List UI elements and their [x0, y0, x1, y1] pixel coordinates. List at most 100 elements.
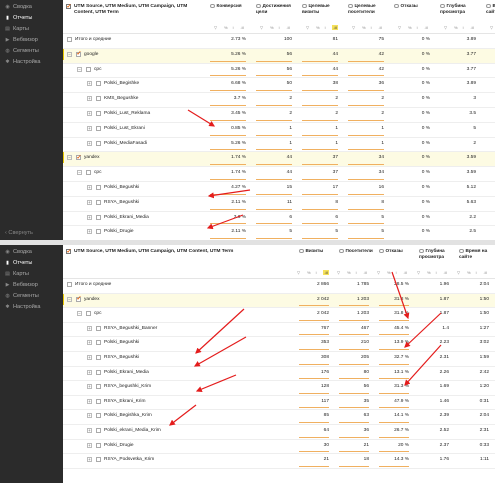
- relative-toggle[interactable]: ↕: [370, 25, 372, 30]
- sidebar-item-0[interactable]: ◉ Сводка: [0, 247, 63, 258]
- sort-icon[interactable]: ↓il: [240, 25, 244, 30]
- row-name[interactable]: KMS_Begushke: [104, 96, 139, 102]
- row-name[interactable]: Polski_Begishke: [104, 81, 140, 87]
- column-radio[interactable]: [302, 3, 307, 9]
- dimension-title[interactable]: UTM Source, UTM Medium, UTM Campaign, UT…: [74, 4, 188, 15]
- expand-toggle[interactable]: +: [87, 384, 92, 390]
- row-name[interactable]: RSYA_begushki_Krim: [104, 384, 152, 390]
- sort-icon[interactable]: ↓il: [403, 270, 407, 275]
- expand-toggle[interactable]: −: [67, 296, 72, 302]
- filter-icon[interactable]: ▽: [444, 25, 448, 30]
- expand-toggle[interactable]: +: [87, 355, 92, 360]
- filter-icon[interactable]: ▽: [337, 270, 341, 275]
- relative-toggle[interactable]: ↕: [315, 270, 317, 275]
- column-radio[interactable]: [419, 248, 424, 254]
- table-row[interactable]: − google 5.26 % 56 44 42 0 % 3.77 8:44: [63, 48, 495, 64]
- table-row[interactable]: + Polski_Lust_Ekrani 0.85 % 1 1 1 0 % 5 3:57: [63, 123, 495, 138]
- column-radio[interactable]: [299, 248, 304, 254]
- expand-toggle[interactable]: +: [87, 199, 92, 205]
- row-checkbox[interactable]: [86, 66, 91, 72]
- expand-toggle[interactable]: +: [87, 413, 92, 419]
- filter-icon[interactable]: ▽: [297, 270, 301, 275]
- sidebar-item-4[interactable]: ◍ Сегменты: [0, 46, 63, 57]
- column-header[interactable]: Посетители: [339, 248, 373, 254]
- relative-toggle[interactable]: ↕: [355, 270, 357, 275]
- row-name[interactable]: Polski_Begishka_Krim: [104, 413, 152, 419]
- filter-icon[interactable]: ▽: [490, 25, 494, 30]
- sidebar-item-3[interactable]: ▶ Вебвизор: [0, 35, 63, 46]
- column-header[interactable]: Глубина просмотра: [440, 3, 480, 14]
- table-row[interactable]: + Polski_Drugie 2.11 % 5 5 5 0 % 2.5 15:41: [63, 226, 495, 240]
- filter-icon[interactable]: ▽: [398, 25, 402, 30]
- expand-toggle[interactable]: +: [87, 457, 92, 463]
- table-row[interactable]: + Polski_Ekrani_Media 176 80 13.1 % 2.26 2:42: [63, 367, 495, 382]
- table-row[interactable]: + Polski_Ekrani_Media 3.6 % 6 6 5 0 % 2.2 7:39: [63, 212, 495, 227]
- filter-icon[interactable]: ▽: [457, 270, 461, 275]
- sort-icon[interactable]: ↓il: [286, 25, 290, 30]
- percent-toggle[interactable]: %: [427, 270, 431, 275]
- table-row[interactable]: − cpc 2 042 1 203 31.8 % 1.87 1:50: [63, 308, 495, 323]
- row-name[interactable]: cpc: [94, 170, 102, 176]
- sort-icon[interactable]: ↓il: [424, 25, 428, 30]
- sort-icon[interactable]: ↓il: [323, 270, 329, 275]
- expand-toggle[interactable]: −: [77, 66, 82, 72]
- collapse-sidebar-button[interactable]: ‹ Свернуть: [5, 230, 33, 236]
- expand-toggle[interactable]: +: [87, 369, 92, 375]
- table-row[interactable]: + Polski_ekrani_Media_Krim 64 36 26.7 % 2.52 2…: [63, 425, 495, 440]
- expand-toggle[interactable]: +: [87, 442, 92, 448]
- expand-toggle[interactable]: +: [87, 214, 92, 220]
- sort-icon[interactable]: ↓il: [443, 270, 447, 275]
- row-checkbox[interactable]: [96, 325, 101, 331]
- row-checkbox[interactable]: [96, 140, 101, 146]
- select-all-checkbox[interactable]: [66, 248, 72, 255]
- row-name[interactable]: Polski_Ekrani_Media: [104, 214, 149, 220]
- row-name[interactable]: google: [84, 51, 99, 57]
- column-header[interactable]: Отказы: [379, 248, 413, 254]
- row-checkbox[interactable]: [96, 369, 101, 375]
- percent-toggle[interactable]: %: [316, 25, 320, 30]
- table-row[interactable]: + RSYA_begushki_Krim 128 56 31.3 % 1.69 1:20: [63, 381, 495, 396]
- table-row[interactable]: + Polski_Lust_Reklama 3.45 % 2 2 2 0 % 3.5 3:35: [63, 108, 495, 123]
- column-radio[interactable]: [459, 248, 464, 254]
- row-checkbox[interactable]: [76, 154, 82, 161]
- row-checkbox[interactable]: [96, 96, 101, 102]
- expand-toggle[interactable]: +: [87, 185, 92, 190]
- expand-toggle[interactable]: +: [87, 96, 92, 102]
- filter-icon[interactable]: ▽: [352, 25, 356, 30]
- table-row[interactable]: − cpc 1.74 % 44 37 34 0 % 3.59 6:38: [63, 167, 495, 182]
- relative-toggle[interactable]: ↕: [395, 270, 397, 275]
- sidebar-item-2[interactable]: ▤ Карты: [0, 24, 63, 35]
- expand-toggle[interactable]: −: [67, 155, 72, 161]
- row-name[interactable]: Polski_Begushki: [104, 340, 140, 346]
- row-checkbox[interactable]: [96, 428, 101, 433]
- table-row[interactable]: + RSYA_Ekrani_Krim 117 35 47.9 % 1.46 0:31: [63, 396, 495, 411]
- sort-icon[interactable]: ↓il: [378, 25, 382, 30]
- column-radio[interactable]: [339, 248, 344, 254]
- table-row[interactable]: + Polski_Begishke 6.68 % 50 38 36 0 % 3.89 9.39: [63, 78, 495, 94]
- row-name[interactable]: yandex: [84, 296, 100, 302]
- table-row[interactable]: + Polski_Drugie 30 21 20 % 2.37 0:33: [63, 440, 495, 455]
- sidebar-item-2[interactable]: ▤ Карты: [0, 269, 63, 280]
- column-radio[interactable]: [394, 3, 399, 9]
- row-name[interactable]: RSYA_Ekrani_Krim: [104, 398, 146, 404]
- relative-toggle[interactable]: ↕: [278, 25, 280, 30]
- row-checkbox[interactable]: [96, 457, 101, 463]
- row-checkbox[interactable]: [96, 185, 101, 190]
- row-checkbox[interactable]: [96, 398, 101, 404]
- column-header[interactable]: Целевые визиты: [302, 3, 342, 14]
- row-name[interactable]: RSYA_Podsvetka_Krim: [104, 457, 155, 463]
- column-header[interactable]: Целевые посетители: [348, 3, 388, 14]
- expand-toggle[interactable]: −: [77, 170, 82, 176]
- sort-icon[interactable]: ↓il: [363, 270, 367, 275]
- filter-icon[interactable]: ▽: [260, 25, 264, 30]
- expand-toggle[interactable]: +: [87, 398, 92, 404]
- expand-toggle[interactable]: +: [87, 325, 92, 331]
- percent-toggle[interactable]: %: [270, 25, 274, 30]
- expand-toggle[interactable]: +: [87, 140, 92, 146]
- row-checkbox[interactable]: [96, 340, 101, 346]
- table-row[interactable]: Итого и средние 2 866 1 785 28.5 % 1.96 2:04: [63, 279, 495, 294]
- sidebar-item-1[interactable]: ▮ Отчеты: [0, 13, 63, 24]
- sidebar-item-3[interactable]: ▶ Вебвизор: [0, 280, 63, 291]
- row-checkbox[interactable]: [96, 125, 101, 131]
- table-row[interactable]: − yandex 1.74 % 44 37 34 0 % 3.59 6:38: [63, 152, 495, 168]
